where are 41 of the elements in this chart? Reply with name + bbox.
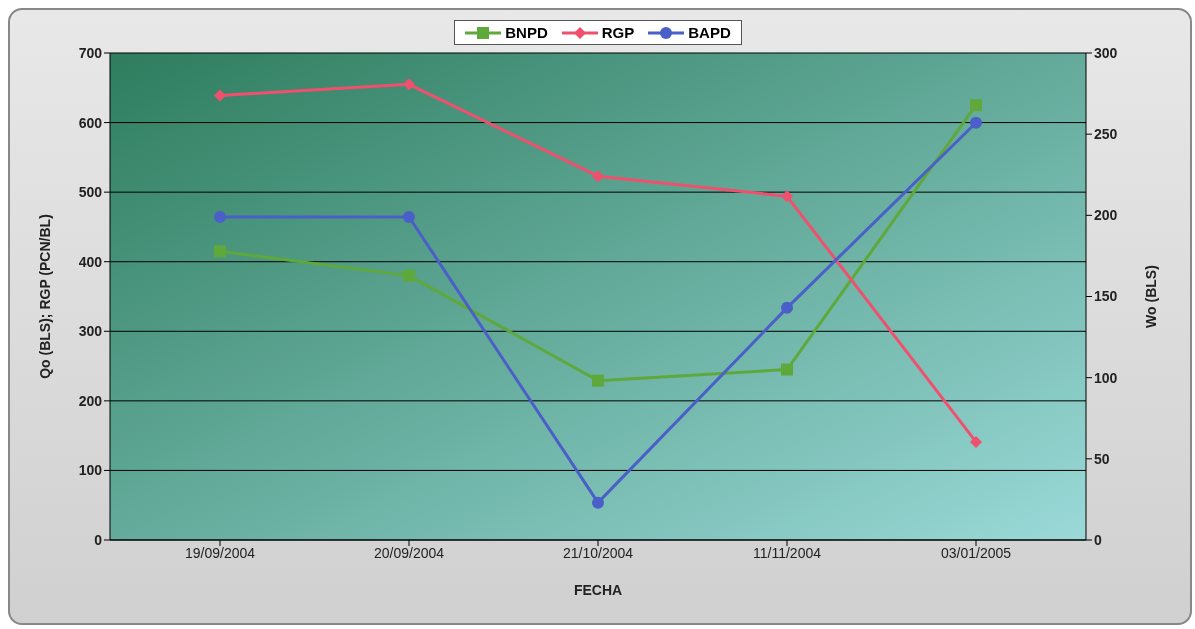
point (403, 210, 415, 223)
x-tick-label: 19/09/2004 (184, 544, 256, 561)
legend-label: RGP (600, 24, 635, 41)
point (970, 116, 982, 129)
x-tick-label: 21/10/2004 (562, 544, 634, 561)
point (592, 496, 604, 509)
point (403, 78, 415, 91)
y2-tick-label: 100 (1094, 369, 1118, 386)
y-tick-label: 400 (78, 253, 103, 270)
y2-tick-label: 50 (1094, 450, 1110, 467)
point (970, 99, 982, 112)
point (214, 89, 226, 102)
y2-tick-label: 150 (1094, 288, 1118, 305)
y-tick-label: 200 (78, 392, 103, 409)
point (592, 374, 604, 387)
y-tick-label: 700 (78, 44, 103, 61)
y-tick-label: 600 (78, 114, 103, 131)
x-tick-label: 11/11/2004 (753, 544, 822, 561)
point (403, 269, 415, 282)
y-axis-title: Qo (BLS); RGP (PCN/BL) (36, 214, 53, 379)
point (214, 245, 226, 258)
x-axis-title: FECHA (573, 582, 623, 598)
y2-tick-label: 300 (1094, 44, 1118, 61)
y-tick-label: 300 (78, 323, 103, 340)
point (592, 170, 604, 183)
y2-tick-label: 0 (1094, 531, 1102, 548)
legend-label: BNPD (504, 24, 548, 41)
y-tick-label: 0 (94, 531, 103, 548)
point (214, 210, 226, 223)
y2-tick-label: 200 (1094, 207, 1118, 224)
point (781, 363, 793, 376)
legend-label: BAPD (687, 24, 731, 41)
y-tick-label: 100 (78, 462, 103, 479)
y2-axis-title: Wo (BLS) (1142, 265, 1159, 328)
x-tick-label: 03/01/2005 (940, 544, 1012, 561)
y-tick-label: 500 (78, 184, 103, 201)
point (970, 435, 982, 448)
y2-tick-label: 250 (1094, 126, 1118, 143)
x-tick-label: 20/09/2004 (373, 544, 445, 561)
point (781, 190, 793, 203)
point (781, 301, 793, 314)
